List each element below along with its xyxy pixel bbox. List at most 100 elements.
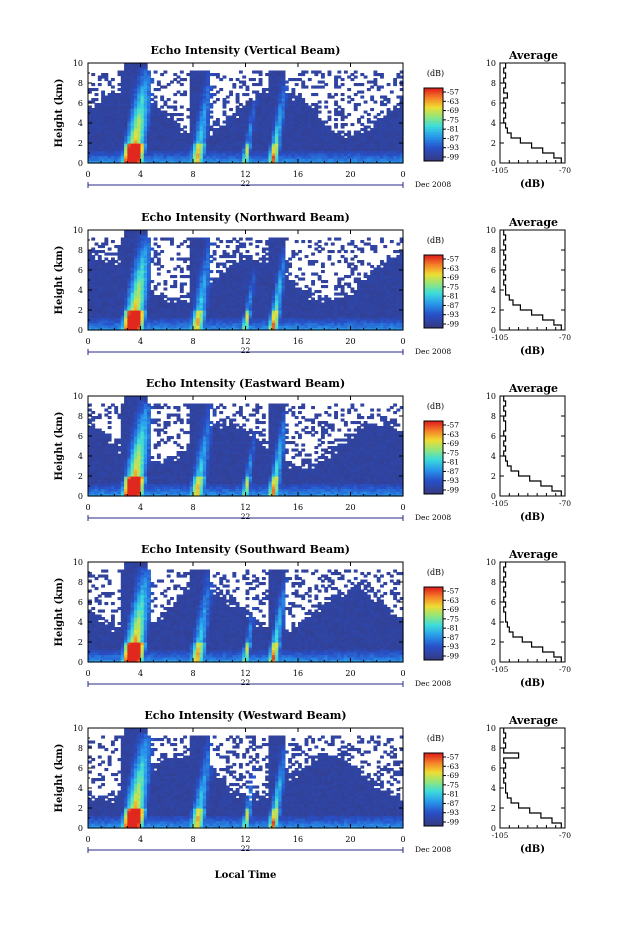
heatmap-cell [199, 317, 204, 321]
heatmap-cell [176, 297, 181, 301]
heatmap-cell [88, 133, 92, 137]
heatmap-cell [156, 145, 161, 149]
heatmap-cell [232, 120, 237, 124]
heatmap-cell [107, 247, 112, 251]
heatmap-cell [94, 135, 99, 139]
heatmap-cell [301, 322, 306, 326]
heatmap-cell [327, 255, 332, 259]
heatmap-cell [153, 305, 158, 309]
heatmap-cell [278, 115, 283, 119]
colorbar-step [424, 92, 443, 95]
heatmap-cell [120, 237, 125, 241]
heatmap-cell [294, 110, 299, 114]
heatmap-cell [127, 145, 132, 149]
heatmap-cell [147, 73, 151, 77]
heatmap-cell [235, 245, 240, 249]
heatmap-cell [334, 325, 338, 329]
heatmap-cell [127, 135, 132, 139]
heatmap-cell [320, 302, 325, 306]
heatmap-cell [199, 78, 204, 82]
heatmap-cell [271, 75, 276, 79]
heatmap-cell [238, 310, 243, 314]
heatmap-cell [347, 153, 352, 157]
heatmap-cell [120, 160, 125, 164]
heatmap-cell [281, 133, 286, 137]
heatmap-cell [350, 78, 355, 82]
heatmap-cell [242, 158, 247, 162]
heatmap-cell [288, 285, 293, 289]
heatmap-cell [327, 148, 332, 152]
heatmap-cell [343, 133, 348, 137]
heatmap-cell [94, 155, 99, 159]
heatmap-cell [202, 257, 207, 261]
heatmap-cell [360, 155, 365, 159]
heatmap-cell [127, 138, 132, 142]
heatmap-cell [124, 245, 128, 249]
heatmap-cell [284, 145, 289, 149]
heatmap-cell [261, 327, 266, 331]
heatmap-cell [281, 88, 286, 92]
heatmap-cell [261, 275, 266, 279]
heatmap-cell [353, 150, 358, 154]
heatmap-cell [252, 302, 256, 306]
heatmap-cell [284, 270, 289, 274]
heatmap-cell [288, 290, 293, 294]
heatmap-cell [193, 285, 197, 289]
heatmap-cell [324, 148, 329, 152]
heatmap-cell [140, 302, 145, 306]
heatmap-cell [225, 140, 230, 144]
heatmap-cell [366, 130, 371, 134]
heatmap-cell [222, 322, 227, 326]
heatmap-cell [206, 160, 211, 164]
heatmap-cell [340, 310, 345, 314]
heatmap-cell [91, 277, 96, 281]
heatmap-cell [265, 148, 270, 152]
heatmap-cell [238, 285, 243, 289]
heatmap-cell [229, 327, 233, 331]
heatmap-cell [393, 108, 398, 112]
heatmap-cell [294, 103, 299, 107]
heatmap-cell [150, 153, 155, 157]
heatmap-cell [206, 290, 211, 294]
heatmap-cell [88, 320, 92, 324]
heatmap-cell [110, 305, 115, 309]
heatmap-cell [281, 287, 286, 291]
heatmap-cell [225, 260, 230, 264]
heatmap-cell [281, 272, 286, 276]
heatmap-cell [294, 138, 299, 142]
heatmap-cell [327, 302, 332, 306]
heatmap-cell [281, 93, 286, 97]
heatmap-cell [334, 285, 338, 289]
heatmap-cell [284, 125, 289, 129]
heatmap-cell [271, 145, 276, 149]
heatmap-cell [320, 270, 325, 274]
heatmap-cell [206, 90, 211, 94]
heatmap-cell [389, 133, 394, 137]
heatmap-cell [252, 305, 256, 309]
heatmap-cell [307, 260, 312, 264]
heatmap-cell [104, 307, 109, 311]
heatmap-cell [219, 160, 224, 164]
heatmap-cell [258, 153, 263, 157]
heatmap-cell [225, 153, 230, 157]
heatmap-cell [317, 128, 322, 132]
heatmap-cell [193, 262, 197, 266]
heatmap-cell [222, 297, 227, 301]
heatmap-cell [160, 158, 165, 162]
heatmap-cell [196, 150, 201, 154]
heatmap-cell [268, 130, 273, 134]
heatmap-cell [202, 110, 207, 114]
heatmap-cell [147, 128, 151, 132]
heatmap-cell [97, 133, 102, 137]
heatmap-cell [104, 125, 109, 129]
heatmap-cell [314, 315, 319, 319]
heatmap-cell [242, 80, 247, 84]
heatmap-cell [101, 280, 106, 284]
heatmap-cell [294, 98, 299, 102]
heatmap-cell [389, 145, 394, 149]
heatmap-cell [110, 128, 115, 132]
heatmap-cell [137, 300, 142, 304]
heatmap-cell [284, 300, 289, 304]
heatmap-cell [311, 140, 316, 144]
heatmap-cell [199, 257, 204, 261]
